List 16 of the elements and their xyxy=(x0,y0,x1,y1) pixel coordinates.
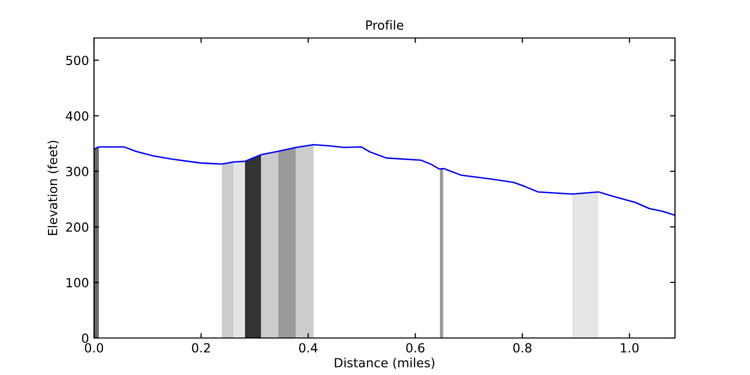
y-tick-label: 200 xyxy=(66,222,88,232)
x-tick-label: 0.2 xyxy=(192,343,210,353)
y-tick-label: 0 xyxy=(82,333,88,343)
y-tick-label: 500 xyxy=(66,56,88,66)
x-tick-label: 0.0 xyxy=(84,343,104,353)
y-tick-label: 100 xyxy=(66,278,88,288)
x-tick-label: 0.6 xyxy=(406,343,424,353)
x-tick-label: 1.0 xyxy=(620,343,639,353)
y-tick-label: 400 xyxy=(66,111,88,121)
x-axis-title: Distance (miles) xyxy=(334,358,434,369)
line-series xyxy=(94,144,675,216)
y-axis-title: Elevation (feet) xyxy=(48,140,59,236)
x-tick-label: 0.4 xyxy=(299,343,318,353)
y-tick-label: 300 xyxy=(66,166,88,176)
chart-title: Profile xyxy=(366,20,404,30)
x-tick-label: 0.8 xyxy=(513,343,532,353)
